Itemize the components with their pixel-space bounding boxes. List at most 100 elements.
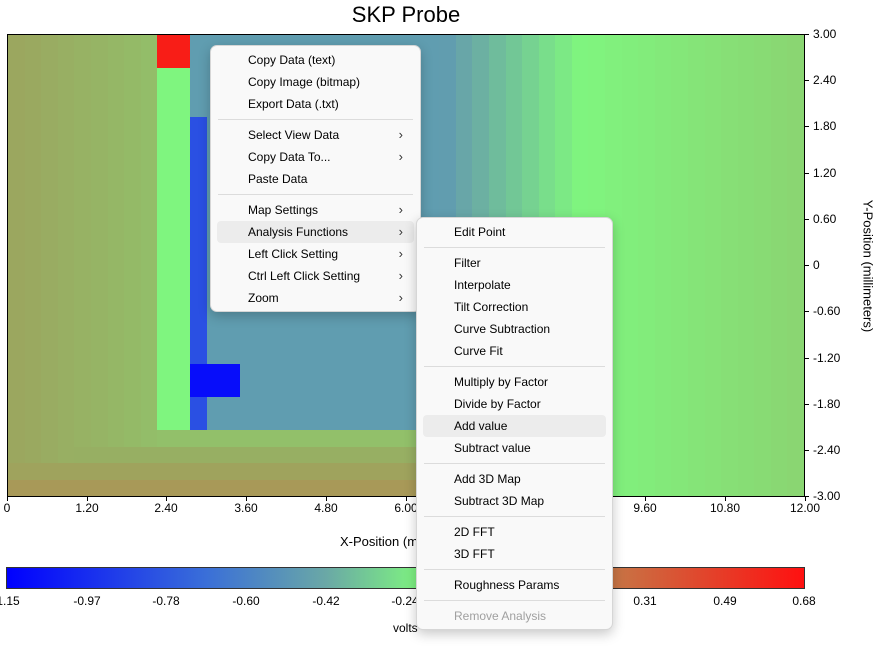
x-tickmark	[645, 497, 646, 501]
heatmap-cell	[687, 51, 705, 68]
heatmap-cell	[638, 199, 655, 217]
heatmap-cell	[472, 51, 489, 68]
heatmap-cell	[472, 166, 489, 184]
heatmap-cell	[455, 150, 473, 167]
heatmap-cell	[8, 183, 25, 200]
heatmap-cell	[555, 100, 572, 118]
menu-item-copy-image[interactable]: Copy Image (bitmap)	[217, 71, 414, 93]
y-tickmark	[805, 34, 809, 35]
menu-item-analysis-functions[interactable]: Analysis Functions ›	[217, 221, 414, 243]
heatmap-cell	[787, 281, 804, 299]
heatmap-cell	[671, 150, 688, 167]
heatmap-cell	[41, 463, 58, 480]
heatmap-cell	[57, 67, 75, 85]
heatmap-cell	[422, 84, 440, 101]
menu-item-copy-data-text[interactable]: Copy Data (text)	[217, 49, 414, 71]
heatmap-cell	[323, 463, 340, 480]
heatmap-cell	[289, 364, 307, 381]
menu-item-filter[interactable]: Filter	[423, 252, 606, 274]
heatmap-cell	[654, 380, 672, 398]
menu-item-multiply-by-factor[interactable]: Multiply by Factor	[423, 371, 606, 393]
heatmap-cell	[638, 35, 655, 52]
heatmap-cell	[140, 199, 158, 217]
menu-item-left-click-setting[interactable]: Left Click Setting ›	[217, 243, 414, 265]
menu-item-roughness-params[interactable]: Roughness Params	[423, 574, 606, 596]
heatmap-cell	[389, 430, 406, 447]
y-tick-label: -2.40	[813, 443, 841, 457]
heatmap-cell	[621, 463, 639, 480]
heatmap-cell	[124, 216, 141, 233]
heatmap-cell	[41, 67, 58, 85]
menu-item-divide-by-factor[interactable]: Divide by Factor	[423, 393, 606, 415]
heatmap-cell	[654, 51, 672, 68]
heatmap-cell	[41, 117, 58, 134]
heatmap-cell	[555, 67, 572, 85]
heatmap-cell	[74, 479, 91, 496]
heatmap-cell	[704, 150, 722, 167]
menu-item-curve-subtraction[interactable]: Curve Subtraction	[423, 318, 606, 340]
heatmap-cell	[173, 166, 191, 184]
heatmap-cell	[488, 199, 506, 217]
menu-item-zoom[interactable]: Zoom ›	[217, 287, 414, 309]
menu-item-edit-point[interactable]: Edit Point	[423, 221, 606, 243]
menu-item-add-3d-map[interactable]: Add 3D Map	[423, 468, 606, 490]
heatmap-cell	[754, 84, 771, 101]
menu-item-add-value[interactable]: Add value	[423, 415, 606, 437]
heatmap-cell	[207, 347, 224, 365]
heatmap-cell	[24, 100, 42, 118]
menu-item-ctrl-left-click-setting[interactable]: Ctrl Left Click Setting ›	[217, 265, 414, 287]
heatmap-cell	[190, 413, 207, 431]
heatmap-cell	[24, 463, 42, 480]
menu-item-map-settings[interactable]: Map Settings ›	[217, 199, 414, 221]
heatmap-cell	[588, 35, 605, 52]
heatmap-cell	[157, 463, 174, 480]
heatmap-cell	[638, 232, 655, 250]
heatmap-cell	[704, 281, 722, 299]
menu-item-curve-fit[interactable]: Curve Fit	[423, 340, 606, 362]
colorbar-tick: -0.78	[152, 594, 180, 608]
heatmap-cell	[41, 413, 58, 431]
heatmap-cell	[638, 133, 655, 151]
heatmap-cell	[422, 133, 440, 151]
heatmap-cell	[57, 199, 75, 217]
heatmap-cell	[687, 166, 705, 184]
heatmap-cell	[372, 413, 390, 431]
heatmap-cell	[372, 347, 390, 365]
heatmap-cell	[173, 314, 191, 332]
menu-item-copy-data-to[interactable]: Copy Data To... ›	[217, 146, 414, 168]
menu-item-tilt-correction[interactable]: Tilt Correction	[423, 296, 606, 318]
menu-item-subtract-value[interactable]: Subtract value	[423, 437, 606, 459]
heatmap-cell	[41, 347, 58, 365]
menu-item-export-data[interactable]: Export Data (.txt)	[217, 93, 414, 115]
heatmap-cell	[289, 314, 307, 332]
menu-item-interpolate[interactable]: Interpolate	[423, 274, 606, 296]
heatmap-cell	[74, 314, 91, 332]
menu-item-select-view-data[interactable]: Select View Data ›	[217, 124, 414, 146]
menu-item-3d-fft[interactable]: 3D FFT	[423, 543, 606, 565]
heatmap-cell	[704, 67, 722, 85]
menu-item-subtract-3d-map[interactable]: Subtract 3D Map	[423, 490, 606, 512]
heatmap-cell	[704, 380, 722, 398]
heatmap-cell	[57, 463, 75, 480]
heatmap-cell	[538, 199, 556, 217]
heatmap-cell	[721, 117, 738, 134]
menu-item-paste-data[interactable]: Paste Data	[217, 168, 414, 190]
menu-item-remove-analysis: Remove Analysis	[423, 605, 606, 627]
heatmap-cell	[24, 347, 42, 365]
heatmap-cell	[8, 84, 25, 101]
heatmap-cell	[223, 479, 241, 496]
heatmap-cell	[605, 100, 622, 118]
heatmap-cell	[770, 364, 788, 381]
heatmap-cell	[8, 35, 25, 52]
heatmap-cell	[107, 413, 125, 431]
heatmap-cell	[654, 397, 672, 414]
heatmap-cell	[621, 166, 639, 184]
heatmap-cell	[57, 347, 75, 365]
heatmap-cell	[704, 446, 722, 464]
heatmap-cell	[389, 397, 406, 414]
menu-item-2d-fft[interactable]: 2D FFT	[423, 521, 606, 543]
heatmap-cell	[24, 199, 42, 217]
heatmap-cell	[140, 51, 158, 68]
heatmap-cell	[339, 364, 357, 381]
heatmap-cell	[638, 413, 655, 431]
